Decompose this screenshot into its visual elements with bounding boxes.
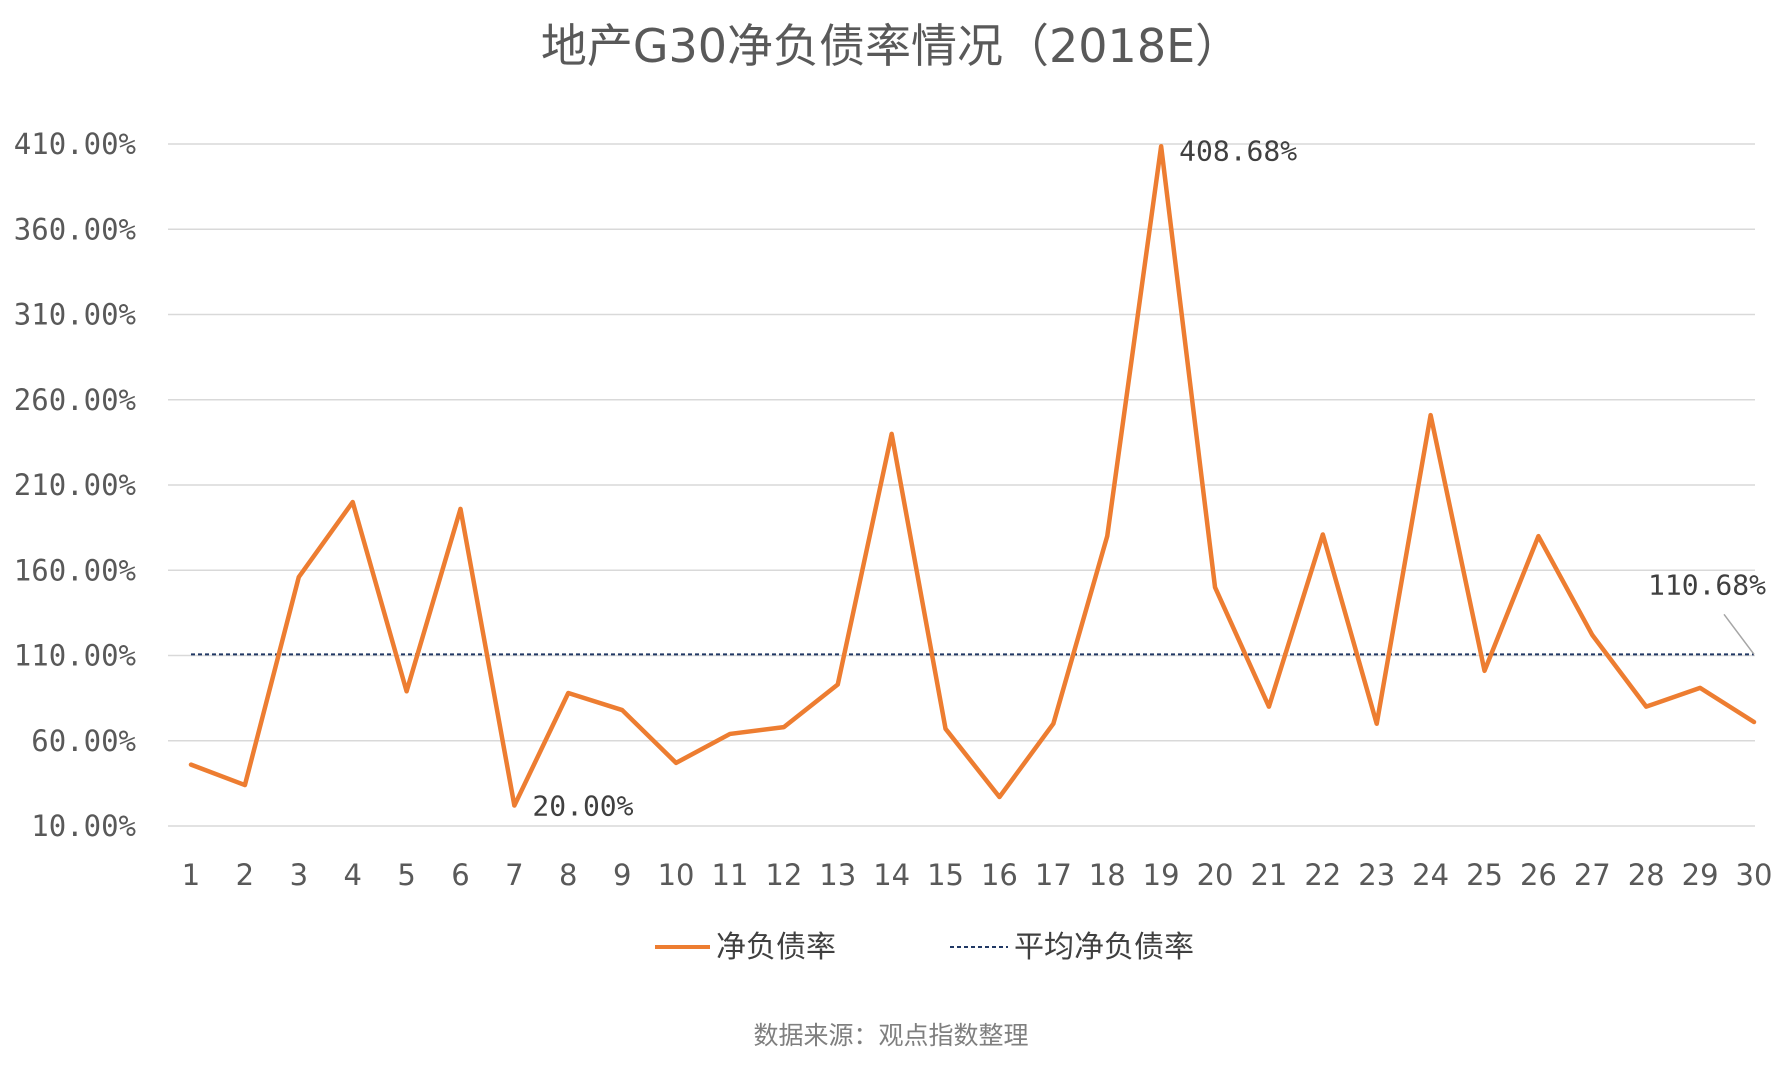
x-tick-label: 17 [1035,858,1072,892]
x-tick-label: 10 [658,858,695,892]
y-tick-label: 110.00% [14,639,136,673]
x-tick-label: 15 [927,858,964,892]
data-labels: 408.68% 20.00% 110.68% [532,134,1766,822]
x-tick-label: 30 [1736,858,1773,892]
x-tick-label: 23 [1358,858,1395,892]
y-tick-label: 210.00% [14,468,136,502]
x-tick-label: 4 [343,858,361,892]
label-leader-line [1723,613,1755,655]
x-tick-label: 12 [765,858,802,892]
x-tick-label: 19 [1143,858,1180,892]
x-tick-label: 27 [1574,858,1611,892]
x-tick-label: 7 [505,858,523,892]
legend: 净负债率 平均净负债率 [655,930,1194,965]
legend-label-average: 平均净负债率 [1014,930,1194,965]
x-tick-label: 16 [981,858,1018,892]
x-tick-label: 8 [559,858,577,892]
x-axis: 1 2 3 4 5 6 7 8 9 10 11 12 13 14 15 16 17 18 19 20 21 22 23 24 2… [182,858,1773,892]
x-tick-label: 3 [290,858,308,892]
data-label: 408.68% [1179,134,1297,167]
series-group [188,144,1757,808]
x-tick-label: 11 [712,858,749,892]
x-tick-label: 18 [1089,858,1126,892]
chart-title: 地产G30净负债率情况（2018E） [541,19,1241,73]
y-tick-label: 360.00% [14,212,136,246]
x-tick-label: 5 [397,858,415,892]
y-tick-label: 160.00% [14,553,136,587]
x-tick-label: 26 [1520,858,1557,892]
x-tick-label: 22 [1304,858,1341,892]
y-axis: 10.00% 60.00% 110.00% 160.00% 210.00% 260.00%… [14,127,136,843]
x-tick-label: 24 [1412,858,1449,892]
gridlines [168,143,1755,827]
y-tick-label: 60.00% [31,724,136,758]
y-tick-label: 410.00% [14,127,136,161]
x-tick-label: 14 [873,858,910,892]
x-tick-label: 2 [236,858,254,892]
x-tick-label: 9 [613,858,631,892]
x-tick-label: 28 [1628,858,1665,892]
legend-label-net-debt: 净负债率 [716,930,836,965]
x-tick-label: 6 [451,858,469,892]
x-tick-label: 21 [1250,858,1287,892]
data-label: 110.68% [1648,568,1766,601]
y-tick-label: 310.00% [14,298,136,332]
data-label: 20.00% [532,790,633,823]
x-tick-label: 20 [1197,858,1234,892]
x-tick-label: 13 [819,858,856,892]
source-note: 数据来源：观点指数整理 [753,1021,1028,1050]
x-tick-label: 25 [1466,858,1503,892]
y-tick-label: 260.00% [14,383,136,417]
series-line-net-debt [188,144,1757,808]
x-tick-label: 1 [182,858,200,892]
y-tick-label: 10.00% [31,809,136,843]
x-tick-label: 29 [1682,858,1719,892]
